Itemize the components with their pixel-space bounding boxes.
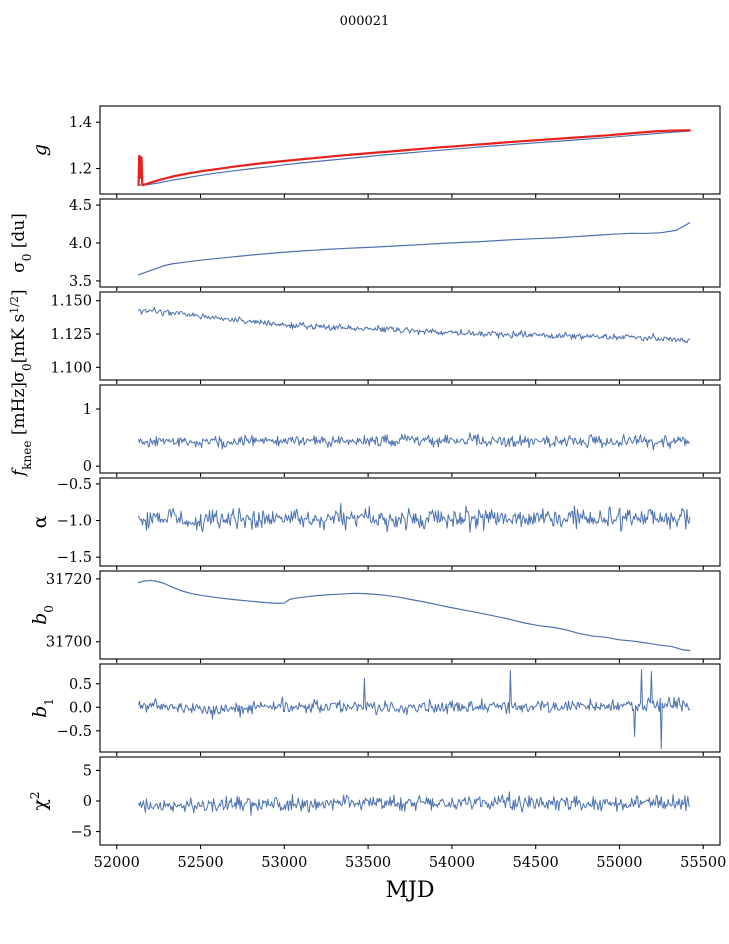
y-ticklabel: 5 xyxy=(83,763,92,779)
x-ticklabel: 53000 xyxy=(261,855,307,871)
panel-frame xyxy=(99,477,721,567)
y-ticklabel: −5 xyxy=(71,825,92,841)
y-axis-label: fknee [mHz] xyxy=(9,382,34,478)
y-ticklabel: 0 xyxy=(83,459,92,475)
x-axis-label: MJD xyxy=(386,878,435,903)
panel-frame xyxy=(99,756,721,846)
y-axis-label: χ2 xyxy=(28,791,51,810)
y-ticklabel: 1.4 xyxy=(69,115,92,131)
y-ticklabel: 0.5 xyxy=(69,677,92,693)
y-axis-label: σ0[mK s1/2] xyxy=(8,289,35,382)
y-ticklabel: 1.125 xyxy=(50,327,92,343)
y-ticklabel: 3.5 xyxy=(69,274,92,290)
panel-alpha: −0.5 −1.0 −1.5 α xyxy=(29,477,721,570)
panel-b1: −0.5 0.0 0.5 b1 xyxy=(29,663,721,756)
panel-frame xyxy=(99,198,721,288)
x-ticklabel: 55500 xyxy=(680,855,726,871)
panel-frame xyxy=(99,384,721,474)
y-ticklabel: 31700 xyxy=(46,635,92,651)
panel-sigma0-du: 3.5 4.0 4.5 σ0 [du] xyxy=(9,198,721,291)
y-ticklabel: −0.5 xyxy=(57,477,92,493)
y-ticklabel: −1.0 xyxy=(57,514,92,530)
panel-fknee: 0 1 fknee [mHz] xyxy=(9,382,721,478)
x-ticklabel: 55000 xyxy=(596,855,642,871)
series-chi2 xyxy=(138,791,691,816)
x-ticklabel: 52500 xyxy=(177,855,223,871)
panel-chi2: −5 0 5 χ2 xyxy=(28,756,721,849)
y-ticklabel: 4.5 xyxy=(69,198,92,214)
series-b1 xyxy=(138,669,691,750)
x-ticklabel: 52000 xyxy=(94,855,140,871)
series-sigma0_du xyxy=(137,222,691,276)
y-ticklabel: 1.2 xyxy=(69,162,92,178)
y-ticklabel: 1 xyxy=(83,402,92,418)
panel-frame xyxy=(99,105,721,195)
figure-title: 000021 xyxy=(340,14,390,29)
y-ticklabel: 4.0 xyxy=(69,236,92,252)
series-sigma0_mk xyxy=(138,306,691,344)
y-axis-label: g xyxy=(29,144,51,156)
y-ticklabel: 1.100 xyxy=(50,360,92,376)
x-ticklabel: 54500 xyxy=(513,855,559,871)
y-ticklabel: 31720 xyxy=(46,572,92,588)
panel-b0: 31700 31720 b0 xyxy=(29,570,721,663)
y-axis-label: b1 xyxy=(29,698,56,718)
y-ticklabel: 0.0 xyxy=(69,700,92,716)
panel-g: 1.2 1.4 g xyxy=(29,105,721,198)
y-ticklabel: −0.5 xyxy=(57,724,92,740)
panel-sigma0-mk: 1.100 1.125 1.150 σ0[mK s1/2] xyxy=(8,289,721,384)
x-ticklabel: 54000 xyxy=(429,855,475,871)
series-model xyxy=(137,130,691,186)
series-fknee xyxy=(138,432,691,451)
panel-frame xyxy=(99,663,721,753)
panel-frame xyxy=(99,291,721,381)
x-ticklabel: 53500 xyxy=(345,855,391,871)
series-alpha xyxy=(138,502,691,533)
y-axis-label: α xyxy=(29,515,51,528)
y-ticklabel: −1.5 xyxy=(57,550,92,566)
series-b0 xyxy=(137,579,691,652)
panel-frame xyxy=(99,570,721,660)
y-axis-label: σ0 [du] xyxy=(9,213,34,273)
y-ticklabel: 0 xyxy=(83,794,92,810)
series-observed xyxy=(137,129,691,187)
y-ticklabel: 1.150 xyxy=(50,294,92,310)
y-axis-label: b0 xyxy=(29,605,56,625)
